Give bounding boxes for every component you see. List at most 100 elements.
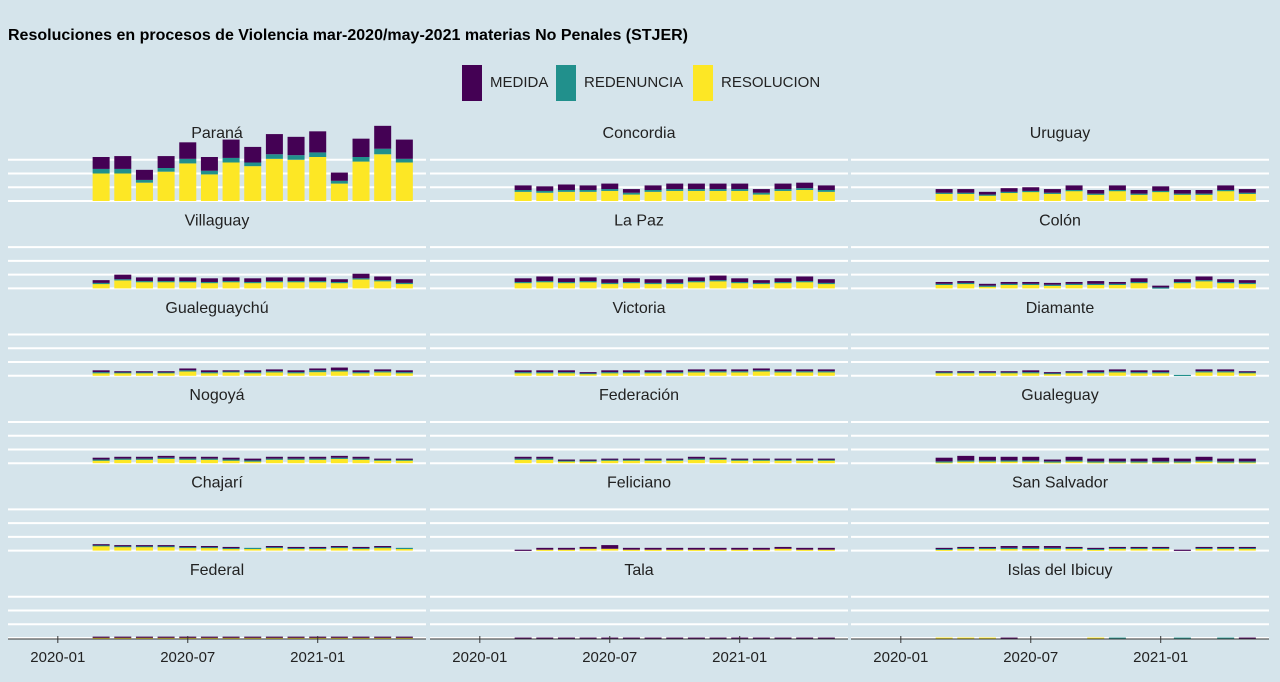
bar-redenuncia [352, 547, 370, 550]
bar-resolucion [374, 154, 392, 201]
bar-medida [1173, 190, 1191, 194]
bar-redenuncia [222, 157, 240, 163]
bar-redenuncia [200, 170, 218, 175]
bar-redenuncia [687, 281, 705, 283]
bar-medida [579, 459, 597, 461]
facet-label: Federación [599, 387, 679, 404]
bar-medida [309, 546, 327, 549]
bar-resolucion [200, 459, 218, 464]
bar-medida [731, 547, 749, 550]
bar-medida [287, 546, 305, 549]
bar-redenuncia [179, 546, 197, 549]
bar-resolucion [374, 637, 392, 639]
bar-resolucion [222, 162, 240, 201]
bar-resolucion [157, 458, 175, 464]
bar-medida [179, 142, 197, 159]
facet-label: San Salvador [1012, 475, 1109, 492]
bar-resolucion [1217, 462, 1235, 464]
bar-redenuncia [935, 192, 953, 194]
bar-medida [287, 136, 305, 156]
bar-redenuncia [817, 282, 835, 285]
bar-medida [265, 277, 283, 282]
bar-resolucion [1043, 373, 1061, 376]
bar-medida [601, 183, 619, 190]
bar-medida [1087, 281, 1105, 284]
bar-redenuncia [287, 372, 305, 374]
bar-medida [796, 182, 814, 189]
bar-medida [644, 547, 662, 550]
bar-medida [709, 183, 727, 190]
bar-medida [817, 547, 835, 550]
bar-medida [978, 283, 996, 286]
bar-medida [796, 369, 814, 372]
bar-medida [514, 370, 532, 373]
bar-redenuncia [752, 282, 770, 285]
bar-redenuncia [1130, 547, 1148, 550]
bar-resolucion [752, 460, 770, 464]
bar-redenuncia [1195, 547, 1213, 550]
bar-resolucion [244, 548, 262, 551]
bar-resolucion [330, 458, 348, 464]
bar-redenuncia [957, 282, 975, 285]
bar-medida [374, 276, 392, 281]
bar-medida [157, 455, 175, 458]
facet-label: Uruguay [1030, 125, 1090, 142]
bar-resolucion [687, 372, 705, 376]
bar-resolucion [796, 372, 814, 376]
bar-medida [1087, 458, 1105, 462]
bar-resolucion [709, 549, 727, 551]
bar-resolucion [935, 549, 953, 551]
x-tick-label: 2020-07 [582, 649, 637, 666]
bar-redenuncia [1087, 461, 1105, 463]
bar-resolucion [1152, 191, 1170, 201]
bar-redenuncia [1087, 193, 1105, 195]
bar-medida [687, 277, 705, 282]
bar-resolucion [1065, 284, 1083, 289]
bar-resolucion [1043, 462, 1061, 464]
bar-redenuncia [1152, 461, 1170, 463]
bar-resolucion [1130, 194, 1148, 201]
bar-resolucion [352, 548, 370, 551]
bar-redenuncia [287, 458, 305, 460]
bar-medida [536, 637, 554, 639]
bar-resolucion [1043, 285, 1061, 289]
bar-resolucion [92, 283, 110, 289]
bar-redenuncia [687, 371, 705, 373]
bar-resolucion [92, 373, 110, 376]
bar-medida [514, 456, 532, 459]
bar-redenuncia [330, 180, 348, 184]
bar-resolucion [374, 547, 392, 551]
bar-resolucion [817, 460, 835, 464]
bar-medida [1108, 281, 1126, 284]
bar-resolucion [1000, 192, 1018, 201]
bar-redenuncia [1238, 547, 1256, 550]
bar-redenuncia [774, 189, 792, 191]
bar-resolucion [1108, 190, 1126, 201]
bar-redenuncia [244, 547, 262, 550]
bar-medida [579, 185, 597, 190]
bar-redenuncia [1043, 284, 1061, 286]
bar-resolucion [135, 637, 153, 639]
bar-medida [244, 458, 262, 461]
bar-redenuncia [1108, 371, 1126, 373]
facet-label: Federal [190, 562, 244, 579]
facet-label: Paraná [191, 125, 243, 142]
bar-medida [1108, 458, 1126, 462]
bar-medida [935, 371, 953, 373]
bar-resolucion [514, 459, 532, 464]
bar-medida [92, 370, 110, 373]
bar-redenuncia [179, 370, 197, 372]
bar-medida [1000, 456, 1018, 461]
bar-medida [265, 546, 283, 548]
bar-medida [817, 458, 835, 460]
bar-redenuncia [330, 281, 348, 284]
bar-medida [731, 278, 749, 282]
bar-resolucion [957, 373, 975, 376]
bar-resolucion [796, 190, 814, 201]
bar-redenuncia [709, 189, 727, 191]
bar-medida [1195, 546, 1213, 549]
bar-medida [1217, 185, 1235, 190]
bar-redenuncia [601, 372, 619, 374]
bar-resolucion [179, 371, 197, 376]
bar-redenuncia [978, 285, 996, 287]
